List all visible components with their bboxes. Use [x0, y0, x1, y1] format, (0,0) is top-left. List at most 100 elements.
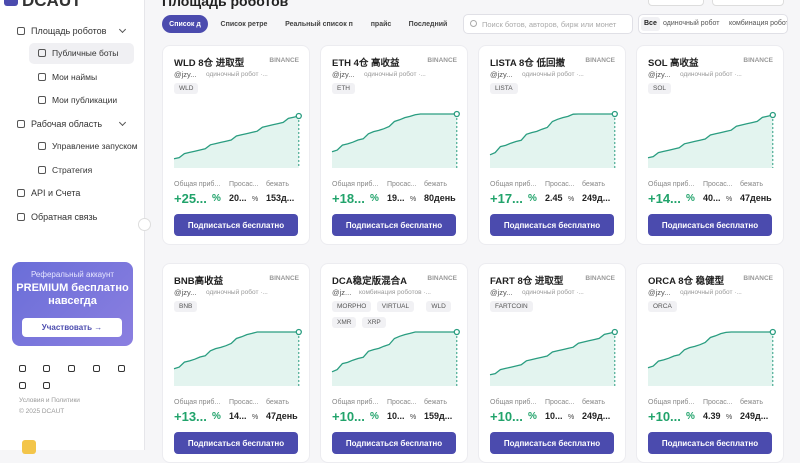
coin-tag: LISTA: [490, 83, 518, 94]
submenu-item[interactable]: Мои наймы: [52, 72, 98, 82]
stat-label: Просас...: [229, 181, 259, 188]
exchange: BINANCE: [743, 57, 773, 64]
stat-label: Общая приб...: [174, 399, 221, 406]
bot-card: ETH 4仓 高收益 BINANCE @jzy... одиночный робот …: [320, 45, 468, 245]
stat-label: бежать: [424, 181, 448, 188]
stat-label: бежать: [266, 399, 290, 406]
chart-end-dot: [295, 328, 302, 336]
author: @jzy...: [648, 70, 671, 79]
social-icon[interactable]: [43, 382, 50, 389]
tab[interactable]: Реальный список п: [285, 20, 353, 28]
menu-item[interactable]: Рабочая область: [31, 119, 103, 129]
stat-label: Общая приб...: [648, 181, 695, 188]
equity-chart: [173, 112, 302, 168]
stat-value: +13...: [174, 409, 207, 424]
stat-value: +18...: [332, 191, 365, 206]
filter-option[interactable]: одиночный робот: [663, 20, 720, 27]
stat-unit: %: [568, 196, 575, 203]
stat-label: бежать: [266, 181, 290, 188]
submenu-item[interactable]: Стратегия: [52, 165, 93, 175]
menu-icon: [17, 120, 25, 128]
bot-kind: одиночный робот ·...: [680, 289, 742, 296]
submenu-item[interactable]: Управление запуском: [52, 141, 138, 151]
stat-unit: %: [410, 196, 417, 203]
filter-option[interactable]: Все: [641, 17, 660, 31]
chart-line: [647, 114, 773, 159]
social-icon[interactable]: [68, 365, 75, 372]
social-icon[interactable]: [93, 365, 100, 372]
logo-icon: [4, 0, 18, 6]
subscribe-button[interactable]: Подписаться бесплатно: [648, 214, 772, 236]
chart-line: [173, 331, 299, 370]
coin-tag: SOL: [648, 83, 672, 94]
referral-button[interactable]: Участвовать →: [22, 318, 122, 337]
social-icon[interactable]: [19, 365, 26, 372]
collapse-button[interactable]: [138, 218, 151, 231]
bot-card: WLD 8仓 进取型 BINANCE @jzy... одиночный робот …: [162, 45, 310, 245]
subscribe-button[interactable]: Подписаться бесплатно: [332, 432, 456, 454]
chart-end-dot: [611, 110, 618, 118]
submenu-item[interactable]: Публичные боты: [52, 48, 119, 58]
bot-title: FART 8仓 进取型: [490, 276, 564, 287]
referral-headline: PREMIUM бесплатно навсегда: [16, 282, 129, 307]
subscribe-button[interactable]: Подписаться бесплатно: [174, 214, 298, 236]
chart-area: [490, 332, 615, 386]
social-icon[interactable]: [118, 365, 125, 372]
footer-link[interactable]: Условия и Политики: [19, 397, 80, 404]
equity-chart: [647, 328, 776, 386]
tab[interactable]: Список ретре: [220, 20, 268, 28]
page-title: Площадь роботов: [162, 0, 289, 9]
chart-line: [331, 113, 457, 153]
logo: DCAUT: [22, 0, 82, 10]
stat-value: 249д...: [582, 411, 611, 421]
stat-value: 47день: [740, 193, 772, 203]
menu-item[interactable]: Площадь роботов: [31, 26, 107, 36]
submenu-icon: [38, 49, 46, 57]
subscribe-button[interactable]: Подписаться бесплатно: [174, 432, 298, 454]
subscribe-button[interactable]: Подписаться бесплатно: [490, 432, 614, 454]
menu-item[interactable]: Обратная связь: [31, 212, 98, 222]
social-icon[interactable]: [43, 365, 50, 372]
stat-value: 153д...: [266, 193, 295, 203]
social-icon[interactable]: [19, 382, 26, 389]
subscribe-button[interactable]: Подписаться бесплатно: [648, 432, 772, 454]
equity-chart: [331, 110, 460, 168]
subscribe-button[interactable]: Подписаться бесплатно: [332, 214, 456, 236]
subscribe-button[interactable]: Подписаться бесплатно: [490, 214, 614, 236]
stat-label: Просас...: [703, 399, 733, 406]
chart-line: [173, 115, 299, 160]
chart-area: [174, 332, 299, 386]
bot-card: DCA稳定版混合A BINANCE @jz... комбинация роботов…: [320, 263, 468, 463]
stat-value: 40...: [703, 193, 721, 203]
stat-value: 20...: [229, 193, 247, 203]
chart-line: [489, 113, 615, 156]
stat-value: 80день: [424, 193, 456, 203]
tab[interactable]: Последний: [408, 20, 448, 28]
submenu-item[interactable]: Мои публикации: [52, 95, 118, 105]
stat-value: 10...: [545, 411, 563, 421]
chart-area: [648, 332, 773, 386]
search-box[interactable]: Поиск ботов, авторов, бирж или монет: [463, 14, 633, 34]
coin-tag: VIRTUAL: [376, 301, 415, 312]
exchange: BINANCE: [427, 275, 457, 282]
chevron: [118, 118, 127, 127]
stat-label: бежать: [740, 399, 764, 406]
chart-area: [648, 115, 773, 168]
chart-area: [174, 116, 299, 168]
stat-value: 47день: [266, 411, 298, 421]
top-button[interactable]: [648, 0, 704, 6]
stat-unit: %: [212, 411, 221, 422]
coin-tag: ETH: [332, 83, 355, 94]
tab[interactable]: прайс: [370, 20, 392, 28]
tab[interactable]: Список д: [162, 15, 208, 33]
bot-card: FART 8仓 进取型 BINANCE @jzy... одиночный робот…: [478, 263, 626, 463]
bot-kind: одиночный робот ·...: [206, 71, 268, 78]
author: @jzy...: [332, 70, 355, 79]
sidebar: DCAUT Площадь роботов Публичные боты Мои н…: [0, 0, 145, 454]
filter-option[interactable]: комбинация робот: [729, 20, 788, 27]
menu-item[interactable]: API и Счета: [31, 188, 81, 198]
exchange: BINANCE: [269, 57, 299, 64]
top-button[interactable]: [712, 0, 784, 6]
coin-tag: WLD: [426, 301, 451, 312]
bot-title: ORCA 8仓 稳健型: [648, 276, 725, 287]
